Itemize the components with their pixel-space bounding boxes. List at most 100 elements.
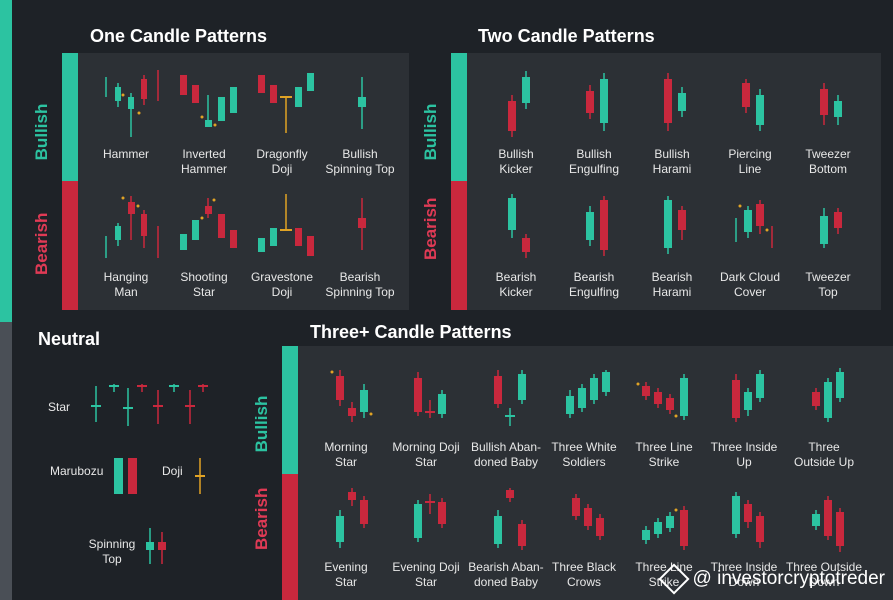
pattern-bearish-kicker: Bearish Kicker xyxy=(472,188,560,300)
binance-icon xyxy=(657,563,690,595)
pattern-label: Bearish Aban- xyxy=(468,560,544,574)
pattern-label: Three Inside xyxy=(710,440,778,454)
left-accent-bar-bottom xyxy=(0,322,12,600)
bearish-abandoned-baby-candles-icon xyxy=(494,488,526,550)
pattern-bullish-abandoned-baby: Bullish Aban-doned Baby xyxy=(462,366,550,470)
bullish-kicker-candles-icon xyxy=(508,71,530,137)
pattern-dark-cloud-cover: Dark Cloud Cover xyxy=(706,188,794,300)
three-line-strike-bullish-candles-icon xyxy=(636,374,688,420)
pattern-label: Inverted xyxy=(182,147,226,161)
pattern-bullish-engulfing: Bullish Engulfing xyxy=(550,65,638,177)
three-candle-title: Three+ Candle Patterns xyxy=(310,322,512,342)
pattern-label: Outside Up xyxy=(793,455,855,469)
pattern-label: Doji xyxy=(271,285,293,299)
bullish-harami-candles-icon xyxy=(664,73,686,131)
pattern-label: Bullish xyxy=(498,147,534,161)
morning-star-candles-icon xyxy=(330,370,373,422)
hanging-man-candles-icon xyxy=(105,196,159,258)
star-label: Star xyxy=(48,400,71,414)
pattern-label: Hammer xyxy=(102,147,149,161)
pattern-bullish-spinning-top: Bullish Spinning Top xyxy=(316,65,404,177)
one-candle-title: One Candle Patterns xyxy=(90,26,268,46)
pattern-three-outside-up: Three Outside Up xyxy=(780,366,868,470)
pattern-label: Shooting xyxy=(180,270,228,284)
pattern-label: Harami xyxy=(652,285,692,299)
pattern-label: Spinning Top xyxy=(325,285,395,299)
pattern-label: Kicker xyxy=(499,162,533,176)
pattern-label: doned Baby xyxy=(473,575,539,589)
dragonfly-doji-candles-icon xyxy=(258,73,314,133)
three-black-crows-candles-icon xyxy=(572,494,604,540)
pattern-three-line-strike-bear: Three Line Strike xyxy=(620,486,708,590)
pattern-label: Bullish xyxy=(342,147,378,161)
pattern-evening-doji-star: Evening Doji Star xyxy=(382,486,470,590)
pattern-label: Three xyxy=(808,440,840,454)
three-candle-panel xyxy=(282,346,893,600)
pattern-label: Crows xyxy=(566,575,601,589)
marubozu-label: Marubozu xyxy=(50,464,104,478)
doji-candle-icon xyxy=(195,458,205,494)
three-inside-up-candles-icon xyxy=(732,370,764,422)
pattern-label: Morning Doji xyxy=(392,440,460,454)
pattern-label: Hanging xyxy=(103,270,149,284)
pattern-bullish-kicker: Bullish Kicker xyxy=(472,65,560,177)
pattern-label: Harami xyxy=(652,162,692,176)
two-bullish-label: Bullish xyxy=(421,103,440,161)
watermark: @ investorcryptotreder xyxy=(657,563,885,595)
pattern-label: Three Outside xyxy=(785,560,863,574)
tweezer-top-candles-icon xyxy=(820,208,842,248)
pattern-label: Piercing xyxy=(728,147,772,161)
pattern-label: Engulfing xyxy=(568,285,620,299)
pattern-label: Morning xyxy=(324,440,368,454)
pattern-label: Tweezer xyxy=(805,147,851,161)
pattern-label: Evening xyxy=(324,560,368,574)
pattern-bearish-abandoned-baby: Bearish Aban-doned Baby xyxy=(462,486,550,590)
pattern-label: Line xyxy=(738,162,762,176)
pattern-tweezer-top: Tweezer Top xyxy=(784,188,872,300)
three-inside-down-candles-icon xyxy=(732,492,764,548)
one-bullish-label: Bullish xyxy=(32,103,51,161)
one-bullish-bar xyxy=(62,53,78,181)
pattern-label: Up xyxy=(736,455,752,469)
pattern-dragonfly-doji: Dragonfly Doji xyxy=(238,65,326,177)
spinning-top-candles-icon xyxy=(146,528,166,564)
two-bearish-bar xyxy=(451,181,467,310)
one-bearish-bar xyxy=(62,181,78,310)
pattern-label: Cover xyxy=(733,285,766,299)
pattern-morning-star: Morning Star xyxy=(302,366,390,470)
three-bearish-label: Bearish xyxy=(252,487,271,550)
pattern-label: Star xyxy=(414,455,437,469)
piercing-line-candles-icon xyxy=(742,79,764,131)
morning-doji-star-candles-icon xyxy=(414,372,446,418)
bullish-spinning-top-candle-icon xyxy=(358,77,366,129)
neutral-title: Neutral xyxy=(38,329,101,349)
pattern-three-white-soldiers: Three White Soldiers xyxy=(540,366,628,470)
pattern-label: Bullish xyxy=(654,147,690,161)
pattern-label: Evening Doji xyxy=(392,560,460,574)
bearish-engulfing-candles-icon xyxy=(586,196,608,256)
pattern-label: Bearish xyxy=(651,270,693,284)
evening-star-candles-icon xyxy=(336,488,368,548)
pattern-bearish-spinning-top: Bearish Spinning Top xyxy=(316,188,404,300)
bearish-spinning-top-candle-icon xyxy=(358,198,366,250)
pattern-label: Star xyxy=(334,455,357,469)
pattern-label: Three Inside xyxy=(710,560,778,574)
bearish-harami-candles-icon xyxy=(664,196,686,254)
pattern-three-black-crows: Three Black Crows xyxy=(540,486,628,590)
pattern-label: Down xyxy=(728,575,760,589)
pattern-label: Engulfing xyxy=(568,162,620,176)
pattern-label: Bullish xyxy=(576,147,612,161)
dark-cloud-cover-candles-icon xyxy=(735,200,773,248)
pattern-label: Bearish xyxy=(339,270,381,284)
pattern-label: Soldiers xyxy=(562,455,606,469)
pattern-three-inside-down: Three Inside Down xyxy=(700,486,788,590)
pattern-label: Bullish Aban- xyxy=(470,440,542,454)
three-bearish-bar xyxy=(282,474,298,600)
inverted-hammer-candles-icon xyxy=(180,75,237,127)
pattern-label: Top xyxy=(818,285,838,299)
marubozu-candles-icon xyxy=(114,458,137,494)
pattern-label: Man xyxy=(114,285,138,299)
pattern-label: Bearish xyxy=(573,270,615,284)
pattern-label: Three Black xyxy=(551,560,617,574)
pattern-tweezer-bottom: Tweezer Bottom xyxy=(784,65,872,177)
